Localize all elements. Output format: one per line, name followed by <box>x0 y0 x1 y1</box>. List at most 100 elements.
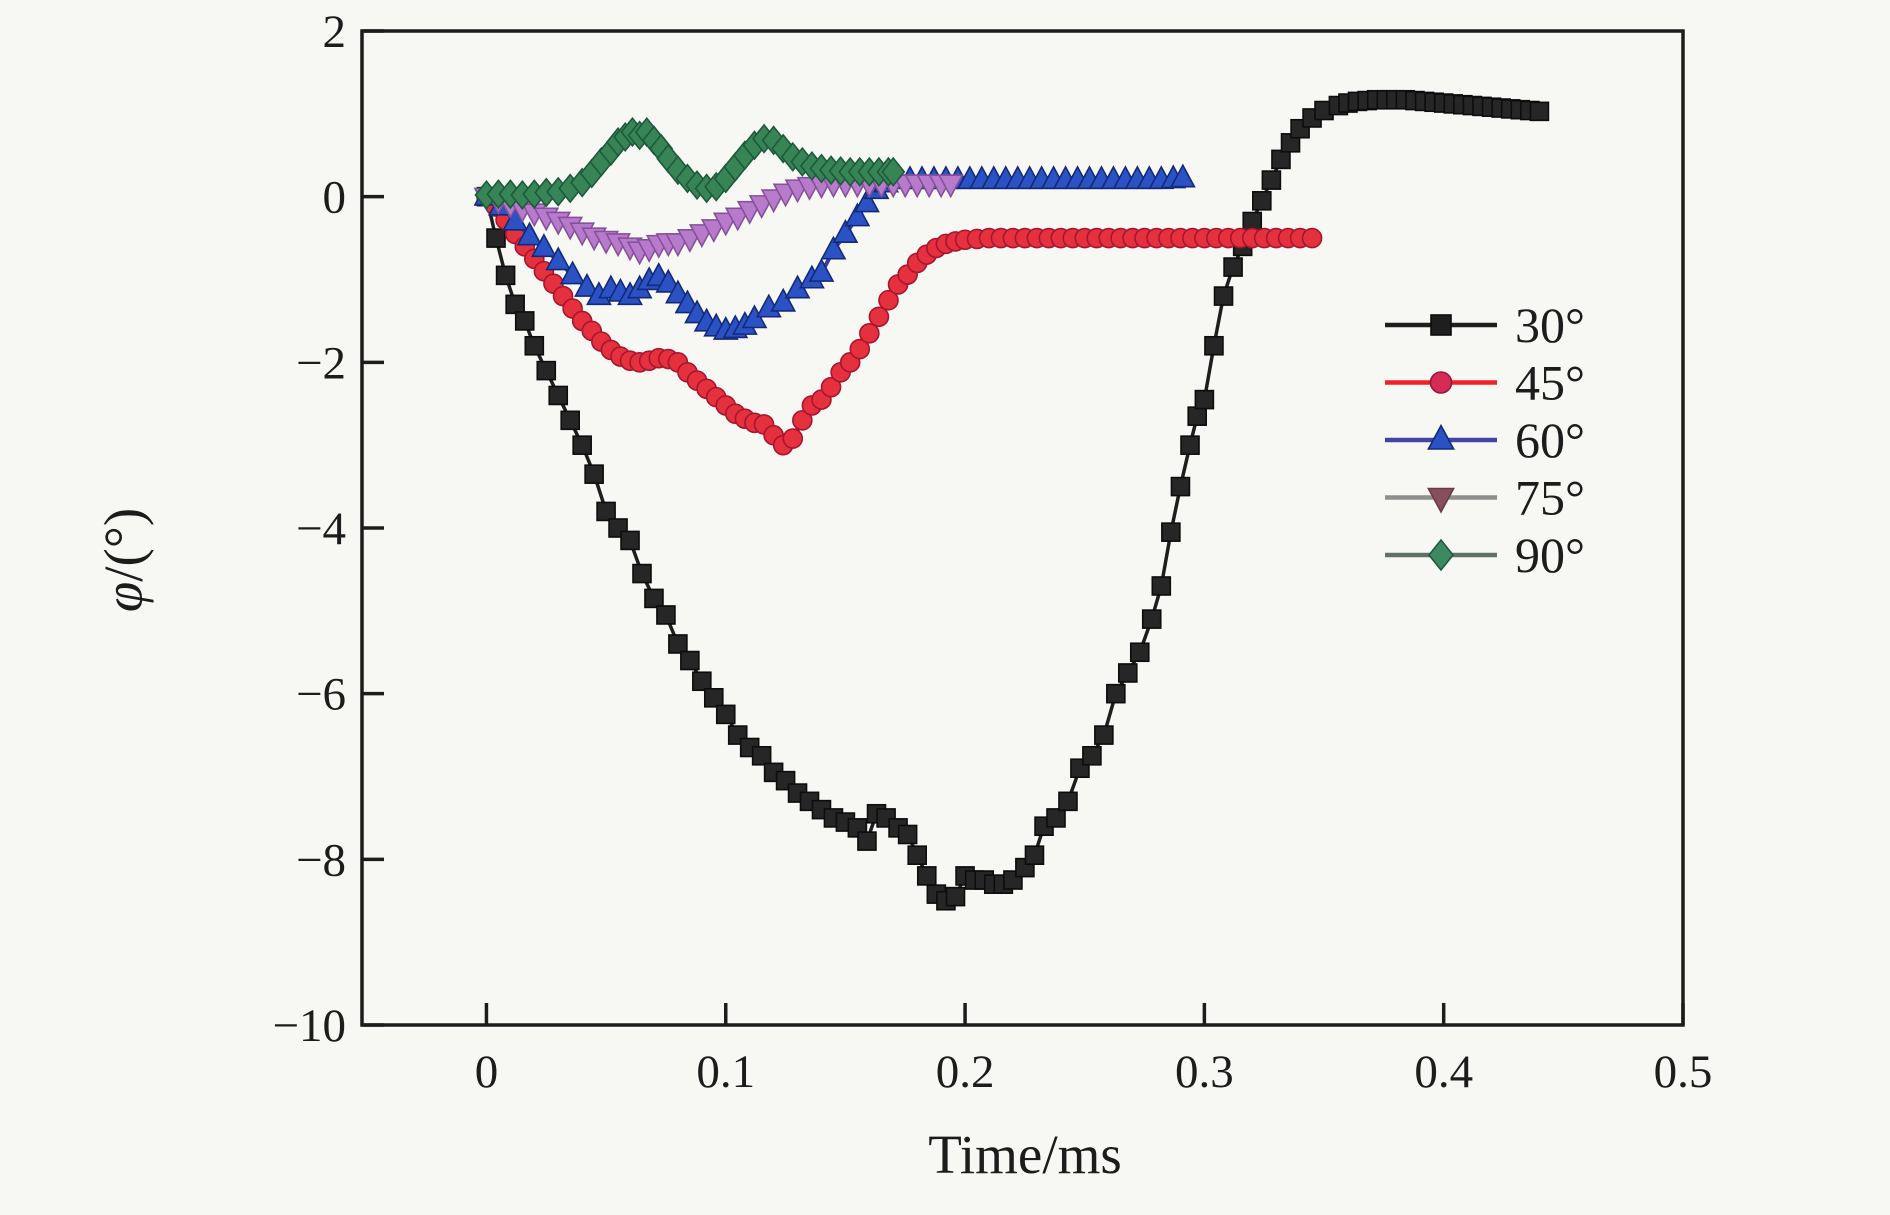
marker-square <box>1117 663 1138 683</box>
x-tick-label: 0.2 <box>936 1046 995 1098</box>
marker-square <box>632 563 652 584</box>
legend-entry-75°: 75° <box>1385 470 1585 526</box>
marker-square <box>1082 745 1102 766</box>
marker-triangle-up <box>516 221 543 246</box>
marker-circle <box>782 428 804 449</box>
marker-square <box>1024 845 1045 865</box>
series-60° <box>473 163 1196 340</box>
marker-triangle-down <box>1427 487 1455 514</box>
marker-triangle-down <box>724 207 751 232</box>
marker-square <box>703 688 724 708</box>
marker-square <box>692 671 712 692</box>
y-tick-label: −6 <box>296 669 346 721</box>
marker-square <box>1261 170 1282 190</box>
marker-triangle-up <box>770 287 797 312</box>
y-axis-title: φ/(°) <box>93 508 154 612</box>
marker-square <box>1187 406 1207 426</box>
marker-triangle-down <box>937 174 964 199</box>
marker-square <box>596 501 616 522</box>
marker-diamond <box>1427 538 1455 572</box>
marker-square <box>1204 335 1224 356</box>
marker-triangle-up <box>530 233 557 258</box>
marker-square <box>1046 808 1066 828</box>
marker-square <box>1151 576 1172 596</box>
marker-triangle-up <box>832 219 859 243</box>
marker-square <box>1271 149 1291 170</box>
marker-square <box>1129 642 1150 663</box>
marker-square <box>907 845 928 865</box>
marker-circle <box>1429 371 1453 394</box>
marker-circle <box>868 306 890 328</box>
marker-square <box>1161 522 1181 542</box>
legend-label-75°: 75° <box>1515 470 1585 526</box>
marker-square <box>1213 286 1234 306</box>
marker-square <box>495 265 516 286</box>
marker-triangle-up <box>1427 423 1455 450</box>
marker-square <box>486 228 506 248</box>
marker-square <box>536 360 557 381</box>
x-axis-title: Time/ms <box>928 1124 1122 1185</box>
marker-diamond <box>881 156 906 187</box>
x-tick-label: 0.1 <box>696 1046 755 1098</box>
marker-square <box>897 824 918 845</box>
marker-square <box>1223 257 1243 277</box>
marker-square <box>514 311 535 331</box>
marker-square <box>916 866 937 886</box>
marker-triangle-up <box>1169 163 1196 188</box>
x-tick-label: 0 <box>475 1046 499 1098</box>
plot-frame <box>360 29 1685 1027</box>
marker-square <box>1194 389 1215 410</box>
marker-square <box>1430 314 1452 336</box>
x-tick-label: 0.3 <box>1175 1046 1234 1098</box>
marker-square <box>751 745 772 766</box>
marker-square <box>715 704 736 725</box>
marker-square <box>584 464 604 484</box>
marker-square <box>572 435 592 455</box>
marker-triangle-up <box>559 260 586 285</box>
marker-square <box>1141 609 1162 629</box>
y-tick-label: 2 <box>323 6 347 58</box>
marker-square <box>1094 725 1114 745</box>
marker-circle <box>820 376 842 398</box>
legend-entry-90°: 90° <box>1385 527 1585 583</box>
marker-triangle-up <box>545 246 572 271</box>
marker-square <box>1058 791 1078 812</box>
marker-triangle-down <box>700 219 727 244</box>
marker-circle <box>859 323 880 344</box>
legend-label-90°: 90° <box>1515 527 1585 583</box>
y-tick-label: −10 <box>272 1000 346 1052</box>
marker-triangle-up <box>808 257 835 282</box>
marker-square <box>1180 435 1200 455</box>
series-75° <box>473 174 964 266</box>
legend-entry-30°: 30° <box>1385 297 1585 353</box>
y-tick-label: −2 <box>296 337 346 389</box>
marker-square <box>668 634 688 654</box>
marker-square <box>524 335 545 356</box>
legend-entry-60°: 60° <box>1385 412 1585 468</box>
marker-square <box>1529 101 1550 122</box>
marker-square <box>656 605 676 625</box>
marker-square <box>1170 476 1191 497</box>
marker-square <box>857 831 877 851</box>
x-tick-label: 0.5 <box>1654 1046 1713 1098</box>
legend-label-30°: 30° <box>1515 297 1585 353</box>
marker-square <box>945 886 966 907</box>
y-tick-label: −8 <box>296 834 346 886</box>
marker-triangle-up <box>574 272 600 297</box>
legend-label-45°: 45° <box>1515 355 1585 411</box>
legend-label-60°: 60° <box>1515 412 1585 468</box>
marker-square <box>1106 683 1126 704</box>
y-tick-label: 0 <box>323 172 347 224</box>
marker-circle <box>792 410 813 431</box>
marker-square <box>620 530 640 551</box>
marker-triangle-up <box>854 188 880 213</box>
x-tick-label: 0.4 <box>1414 1046 1473 1098</box>
marker-square <box>560 410 581 431</box>
marker-square <box>548 385 569 406</box>
series-90° <box>474 117 906 211</box>
marker-square <box>1252 191 1272 211</box>
marker-triangle-up <box>844 202 871 227</box>
